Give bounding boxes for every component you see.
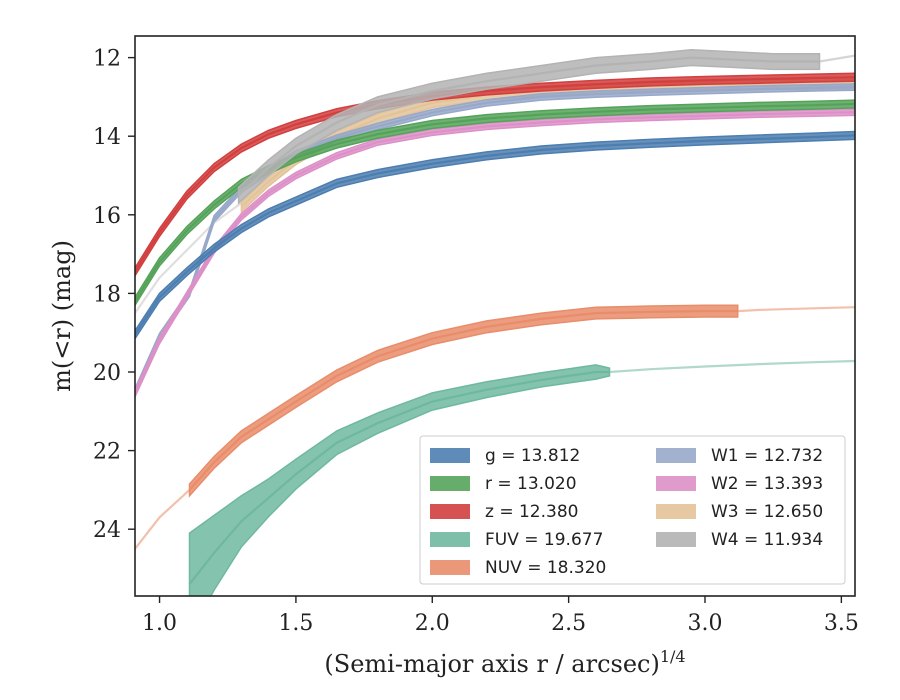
legend-label-nuv: NUV = 18.320 xyxy=(485,558,606,578)
series-fuv xyxy=(188,359,855,596)
series-w4-faded-extension xyxy=(819,54,855,63)
legend-label-fuv: FUV = 19.677 xyxy=(485,530,603,550)
series-nuv xyxy=(135,304,855,550)
legend-label-w1: W1 = 12.732 xyxy=(711,446,823,466)
legend-swatch-w4 xyxy=(656,532,696,547)
series-nuv-faded-start xyxy=(135,489,191,550)
series-faint-gray-trace-faded-extension xyxy=(135,202,243,314)
series-fuv-band xyxy=(188,364,611,596)
legend-swatch-w3 xyxy=(656,504,696,519)
legend-label-r: r = 13.020 xyxy=(485,474,577,494)
x-axis-label-superscript: 1/4 xyxy=(660,647,686,666)
legend-item-w3: W3 = 12.650 xyxy=(656,502,823,522)
y-tick-label: 16 xyxy=(93,204,121,229)
series-w2 xyxy=(135,108,855,398)
legend-item-w2: W2 = 13.393 xyxy=(656,474,823,494)
series-g xyxy=(135,130,855,340)
series-w4 xyxy=(237,49,855,205)
plot-frame xyxy=(134,35,856,597)
legend-item-w4: W4 = 11.934 xyxy=(656,530,823,550)
series-faint-gray-trace xyxy=(135,202,243,314)
x-tick-label: 1.0 xyxy=(142,611,177,636)
legend-item-z: z = 12.380 xyxy=(430,502,578,522)
legend: g = 13.812 r = 13.020 z = 12.380 FUV = 19.6… xyxy=(419,435,846,585)
legend-item-fuv: FUV = 19.677 xyxy=(430,530,603,550)
series-w2-line xyxy=(135,111,855,395)
legend-label-w4: W4 = 11.934 xyxy=(711,530,823,550)
legend-item-w1: W1 = 12.732 xyxy=(656,446,823,466)
legend-label-w2: W2 = 13.393 xyxy=(711,474,823,494)
legend-swatch-w2 xyxy=(656,476,696,491)
series-g-band xyxy=(135,130,855,340)
legend-label-g: g = 13.812 xyxy=(485,446,580,466)
y-axis-label: m(<r) (mag) xyxy=(48,240,76,392)
x-tick-label: 1.5 xyxy=(278,611,313,636)
series-fuv-faded-extension xyxy=(609,359,855,374)
series-w4-band xyxy=(237,49,821,205)
x-axis-label: (Semi-major axis r / arcsec)1/4 xyxy=(324,647,685,678)
series-w1-band xyxy=(135,83,855,396)
legend-item-nuv: NUV = 18.320 xyxy=(430,558,606,578)
series-z-band xyxy=(135,72,855,278)
tick-layer: 1.0 1.5 2.0 2.5 3.0 3.5 12 14 16 18 20 22 24 xyxy=(93,47,859,636)
y-tick-label: 14 xyxy=(93,125,121,150)
x-tick-label: 3.5 xyxy=(824,611,859,636)
series-w2-band xyxy=(135,108,855,398)
x-tick-label: 2.0 xyxy=(415,611,450,636)
legend-swatch-w1 xyxy=(656,448,696,463)
legend-item-g: g = 13.812 xyxy=(430,446,580,466)
series-w4-line xyxy=(237,56,820,197)
y-tick-label: 24 xyxy=(93,518,121,543)
x-axis-label-text: (Semi-major axis r / arcsec) xyxy=(324,650,659,678)
x-tick-label: 2.5 xyxy=(551,611,586,636)
series-fuv-line xyxy=(188,370,610,585)
series-r-line xyxy=(135,102,855,302)
series-nuv-faded-extension xyxy=(737,306,855,313)
series-nuv-line xyxy=(188,310,738,491)
legend-label-w3: W3 = 12.650 xyxy=(711,502,823,522)
series-g-line xyxy=(135,134,855,336)
y-tick-label: 18 xyxy=(93,282,121,307)
y-tick-label: 22 xyxy=(93,440,121,465)
y-tick-label: 20 xyxy=(93,361,121,386)
legend-box xyxy=(419,435,846,585)
legend-swatch-g xyxy=(430,448,470,463)
legend-item-r: r = 13.020 xyxy=(430,474,577,494)
series-w1 xyxy=(135,83,855,396)
series-layer xyxy=(135,49,855,596)
legend-swatch-nuv xyxy=(430,560,470,575)
series-w1-line xyxy=(135,86,855,393)
y-tick-label: 12 xyxy=(93,47,121,72)
x-tick-label: 3.0 xyxy=(688,611,723,636)
legend-swatch-r xyxy=(430,476,470,491)
legend-swatch-z xyxy=(430,504,470,519)
legend-swatch-fuv xyxy=(430,532,470,547)
legend-label-z: z = 12.380 xyxy=(485,502,578,522)
